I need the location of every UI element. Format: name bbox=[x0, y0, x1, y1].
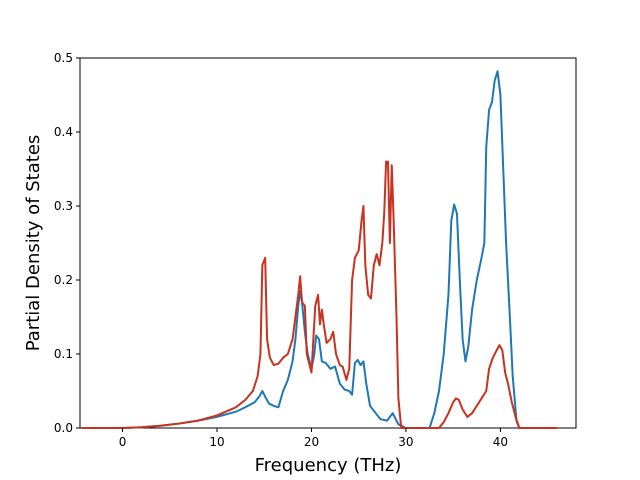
series-layer bbox=[81, 70, 558, 429]
y-tick-label: 0.3 bbox=[54, 199, 73, 213]
x-tick-label: 30 bbox=[398, 435, 413, 449]
y-tick-label: 0.4 bbox=[54, 125, 73, 139]
x-tick-label: 10 bbox=[209, 435, 224, 449]
x-axis-label: Frequency (THz) bbox=[255, 455, 402, 476]
x-tick-label: 40 bbox=[493, 435, 508, 449]
x-axis: 0 10 20 30 40 bbox=[119, 428, 508, 449]
series-line-2 bbox=[81, 160, 558, 429]
y-axis: 0.0 0.1 0.2 0.3 0.4 0.5 bbox=[54, 51, 80, 435]
x-tick-label: 0 bbox=[119, 435, 127, 449]
y-tick-label: 0.1 bbox=[54, 347, 73, 361]
plot-frame bbox=[79, 57, 577, 429]
x-tick-label: 20 bbox=[304, 435, 319, 449]
y-tick-label: 0.0 bbox=[54, 421, 73, 435]
plot-area bbox=[79, 57, 577, 429]
series-line-1 bbox=[81, 70, 558, 429]
y-tick-label: 0.2 bbox=[54, 273, 73, 287]
y-axis-label: Partial Density of States bbox=[23, 135, 44, 352]
y-tick-label: 0.5 bbox=[54, 51, 73, 65]
